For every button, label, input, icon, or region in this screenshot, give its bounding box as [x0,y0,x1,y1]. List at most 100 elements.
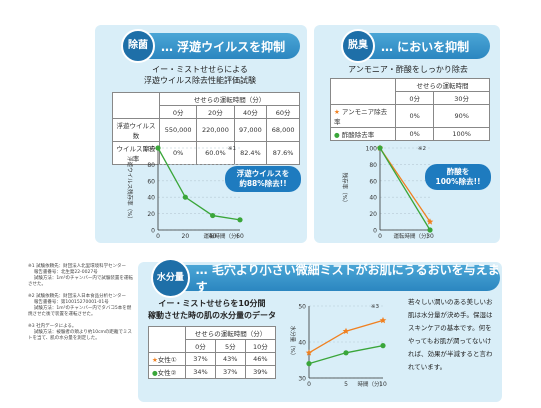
y-tick-label: 40 [369,195,377,202]
footnotes: ※1 試験依頼先：財団法人北里環境科学センター 報告書番号：北生発22-0027… [28,264,134,342]
mist-row-label-text: 女性② [157,369,177,377]
y-tick-label: 0 [373,228,377,235]
mist-table-corner [148,326,186,353]
data-point [426,218,434,225]
virus-title: … 浮遊ウイルスを抑制 [161,39,286,54]
dot-icon: ● [152,369,158,377]
virus-cell: 60.0% [196,141,235,165]
odor-cell: 0% [394,104,435,128]
odor-table: せせらの運転時間 0分 30分 ★ アンモニア除去率 0% 90% ● 酢酸除去… [330,78,490,141]
data-point [305,349,313,356]
mist-row-label: ●女性② [148,365,186,379]
footnote: 報告書番号：北生発22-0027号 [28,270,98,275]
y-tick-label: 40 [298,340,306,347]
y-tick-label: 20 [147,211,155,218]
y-tick-label: 0 [151,228,155,235]
mist-table: せせらの運転時間（分） 0分 5分 10分 ★女性① 37% 43% 46% ●… [148,326,277,379]
mist-cell: 39% [244,365,277,379]
footnote: ※1 試験依頼先：財団法人北里環境科学センター [28,264,127,269]
x-axis-label: 運転時間（分） [203,232,242,240]
note-mark: ※3 [371,304,380,310]
footnote: 試験方法：1m³のチャンバー内でタバコ5本を燃焼させた後で装置を運転させた。 [28,306,132,317]
data-point [306,361,312,367]
odor-callout: 酢酸を 100%除去!! [425,164,491,190]
x-tick-label: 20 [182,233,190,240]
virus-badge: 除菌 [121,29,155,63]
virus-cell: 550,000 [158,118,198,142]
odor-cell: 100% [433,127,490,141]
mist-badge: 水分量 [151,258,190,298]
mist-table-header: せせらの運転時間（分） [185,326,276,340]
y-tick-label: 60 [147,178,155,185]
y-tick-label: 100 [366,146,378,153]
dot-icon: ● [334,131,340,139]
mist-subtitle-1: イー・ミストせせらを10分間 [158,299,266,308]
x-tick-label: 30 [426,233,434,240]
mist-cell: 34% [185,365,216,379]
x-tick-label: 10 [379,381,387,388]
note-mark: ※2 [418,146,426,152]
mist-cell: 37% [214,365,246,379]
mist-col: 10分 [244,339,277,353]
x-tick-label: 60 [236,233,244,240]
data-point [182,194,188,200]
virus-title-bar: 除菌 … 浮遊ウイルスを抑制 [121,29,300,63]
y-axis-label: 浮遊ウイルス残存率（%） [126,156,134,222]
odor-cell: 0% [394,127,435,141]
virus-row-label: 浮遊ウイルス数 [112,118,160,142]
y-tick-label: 20 [369,211,377,218]
virus-col: 20分 [196,105,235,119]
odor-callout-1: 酢酸を [446,167,470,176]
mist-cell: 37% [185,352,216,366]
y-tick-label: 30 [298,376,306,383]
virus-cell: 87.6% [266,141,300,165]
y-axis-label: 残存率（%） [341,173,349,206]
virus-col: 60分 [266,105,300,119]
mist-col: 5分 [214,339,246,353]
virus-row-label: ウイルス除去率 [112,141,160,165]
data-point [343,350,349,356]
odor-cell: 90% [433,104,490,128]
footnote: ※3 社内データによる。 [28,324,77,329]
virus-col: 40分 [233,105,268,119]
virus-cell: 220,000 [196,118,235,142]
footnote: 試験方法：被験者の頬より約10cmの距離でミストを当て、肌の水分量を測定した。 [28,330,132,341]
star-icon: ★ [334,108,340,116]
virus-callout-1: 浮遊ウイルスを [236,169,290,178]
virus-col: 0分 [158,105,198,119]
odor-col: 0分 [394,91,435,105]
x-axis-label: 時間（分） [357,380,385,388]
note-mark: ※1 [228,146,236,152]
mist-cell: 46% [244,352,277,366]
mist-description: 若々しい潤いのある美しいお肌は水分量が決め手。保湿はスキンケアの基本です。何をや… [408,298,493,371]
mist-col: 0分 [185,339,216,353]
virus-subtitle-2: 浮遊ウイルス除去性能評価試験 [144,76,256,85]
mist-cell: 43% [214,352,246,366]
star-icon: ★ [152,356,158,364]
data-point [427,227,433,233]
virus-cell: 68,000 [266,118,300,142]
mist-title: … 毛穴より小さい微細ミストがお肌にうるおいを与えます [195,263,500,294]
odor-table-header: せせらの運転時間 [395,78,490,92]
virus-subtitle-1: イー・ミストせせらによる [152,65,248,74]
x-tick-label: 0 [307,381,311,388]
series-line [157,147,241,221]
x-tick-label: 0 [156,233,160,240]
mist-row-label: ★女性① [148,352,186,366]
virus-table: せせらの運転時間（分） 0分 20分 40分 60分 浮遊ウイルス数 550,0… [112,92,300,165]
y-tick-label: 80 [147,162,155,169]
virus-callout: 浮遊ウイルスを 約88%除去!! [225,166,301,192]
odor-row-label: ● 酢酸除去率 [330,127,396,141]
mist-subtitle-2: 稼動させた時の肌の水分量のデータ [148,311,276,320]
footnote: ※2 試験依頼先：財団法人日本食品分析センター [28,294,127,299]
y-tick-label: 100 [144,146,156,153]
y-tick-label: 50 [298,304,306,311]
y-tick-label: 60 [369,178,377,185]
odor-subtitle: アンモニア・酢酸をしっかり除去 [348,65,468,74]
data-point [210,212,216,219]
x-tick-label: 40 [209,233,217,240]
odor-col: 30分 [433,91,490,105]
